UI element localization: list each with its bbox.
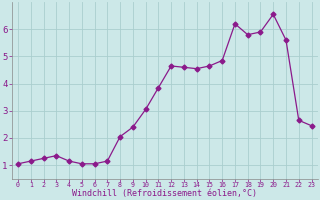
X-axis label: Windchill (Refroidissement éolien,°C): Windchill (Refroidissement éolien,°C) — [72, 189, 257, 198]
